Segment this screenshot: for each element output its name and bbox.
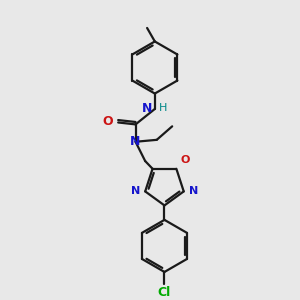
Text: Cl: Cl [158, 286, 171, 299]
Text: O: O [180, 155, 190, 165]
Text: N: N [188, 186, 198, 197]
Text: N: N [130, 135, 141, 148]
Text: H: H [159, 103, 167, 113]
Text: O: O [103, 115, 113, 128]
Text: N: N [131, 186, 140, 197]
Text: N: N [142, 103, 152, 116]
